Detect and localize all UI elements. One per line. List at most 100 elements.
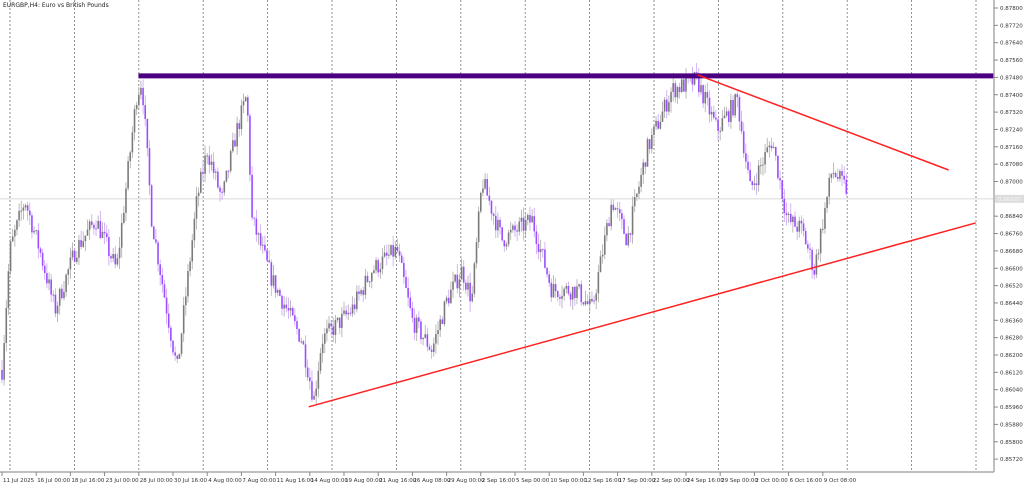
- time-label: 7 Aug 00:00: [242, 478, 276, 484]
- candle-bear: [674, 83, 677, 98]
- drawn-lines[interactable]: [138, 73, 994, 408]
- price-label: 0.86760: [1000, 232, 1023, 238]
- candle-bull: [432, 343, 435, 352]
- candle-bull: [512, 225, 514, 230]
- time-label: 9 Oct 08:00: [824, 478, 857, 484]
- candle-bear: [623, 219, 625, 234]
- candle-bear: [691, 75, 694, 85]
- candle-bull: [467, 282, 469, 290]
- candle-bear: [247, 97, 249, 116]
- candle-bull: [520, 217, 523, 222]
- candle-bear: [264, 244, 266, 251]
- candle-bear: [683, 79, 685, 92]
- candle-bear: [291, 307, 294, 316]
- candle-bull: [606, 223, 608, 236]
- candle-bull: [140, 87, 142, 95]
- candle-bear: [625, 233, 627, 246]
- candle-bear: [732, 99, 734, 116]
- candle-bear: [535, 231, 538, 245]
- candle-bear: [93, 224, 95, 229]
- time-label: 11 Aug 16:00: [277, 478, 315, 484]
- time-label: 2 Oct 00:00: [755, 478, 788, 484]
- price-label: 0.85720: [1000, 457, 1023, 463]
- trend-line: [697, 74, 949, 171]
- time-label: 10 Sep 00:00: [550, 478, 587, 484]
- candle-bear: [212, 161, 215, 173]
- candle-bull: [343, 310, 345, 314]
- candle-bear: [751, 181, 754, 186]
- candle-bear: [796, 226, 798, 232]
- candle-bull: [527, 215, 529, 220]
- candle-bear: [420, 321, 422, 340]
- candle-bull: [112, 254, 114, 259]
- candle-bull: [766, 147, 769, 153]
- candle-bull: [601, 254, 604, 257]
- candle-bear: [302, 341, 305, 345]
- time-axis[interactable]: 11 Jul 2025 16 Jul 00:00 18 Jul 16:00 23 Ju…: [1, 472, 857, 484]
- price-label: 0.87560: [1000, 58, 1023, 64]
- candle-bull: [368, 281, 371, 283]
- candle-bull: [193, 218, 196, 241]
- candle-bull: [760, 165, 762, 167]
- candle-bull: [435, 334, 437, 344]
- candle-bear: [708, 97, 711, 115]
- candle-bear: [774, 147, 777, 156]
- candle-bull: [373, 270, 375, 273]
- candle-bear: [554, 284, 557, 292]
- candle-bull: [223, 181, 226, 193]
- candle-bull: [792, 216, 794, 222]
- candle-bull: [383, 252, 386, 257]
- candle-bear: [809, 248, 811, 250]
- candle-bull: [531, 216, 533, 223]
- candle-bull: [67, 269, 70, 275]
- candle-bull: [33, 230, 35, 233]
- candle-bull: [5, 307, 8, 343]
- candle-bull: [133, 109, 136, 133]
- candle-bull: [24, 205, 27, 208]
- candle-bull: [424, 334, 427, 338]
- candle-bull: [563, 288, 565, 297]
- trend-line: [308, 222, 976, 408]
- candle-bear: [428, 346, 431, 350]
- candle-bull: [734, 94, 736, 116]
- candle-bear: [61, 288, 63, 299]
- candle-bear: [174, 352, 176, 356]
- price-axis[interactable]: 0.87800 0.87720 0.87640 0.87560 0.87480 0.874…: [994, 6, 1024, 463]
- candle-bull: [445, 297, 448, 302]
- candle-bear: [385, 252, 388, 256]
- candle-bull: [56, 305, 59, 314]
- candle-bull: [78, 240, 80, 258]
- candle-bear: [43, 265, 46, 274]
- candle-bull: [422, 337, 424, 340]
- candle-bear: [845, 179, 848, 194]
- candle-bear: [418, 317, 420, 322]
- candle-bear: [161, 275, 164, 285]
- candle-bull: [123, 212, 125, 223]
- candle-bull: [603, 235, 606, 255]
- candle-bull: [614, 208, 617, 210]
- candle-bear: [274, 275, 277, 293]
- candle-bear: [253, 217, 256, 219]
- candle-bear: [548, 274, 550, 283]
- candle-bear: [167, 313, 170, 328]
- candle-bear: [411, 307, 414, 318]
- candle-bull: [659, 121, 662, 129]
- candle-bear: [409, 297, 412, 308]
- time-label: 21 Aug 16:00: [379, 478, 417, 484]
- candle-bull: [826, 196, 828, 209]
- candle-bear: [742, 131, 745, 154]
- candle-bull: [22, 207, 25, 211]
- candle-bull: [197, 192, 200, 197]
- candle-bear: [50, 279, 52, 295]
- candle-bull: [76, 257, 78, 262]
- candle-bear: [569, 293, 572, 300]
- candle-bear: [580, 284, 583, 303]
- candle-bull: [640, 174, 642, 187]
- candle-bear: [266, 250, 268, 261]
- candle-bear: [217, 171, 219, 188]
- candle-bull: [313, 395, 315, 400]
- grid-lines: [0, 0, 994, 472]
- candle-bear: [39, 248, 42, 253]
- candle-bear: [268, 260, 270, 263]
